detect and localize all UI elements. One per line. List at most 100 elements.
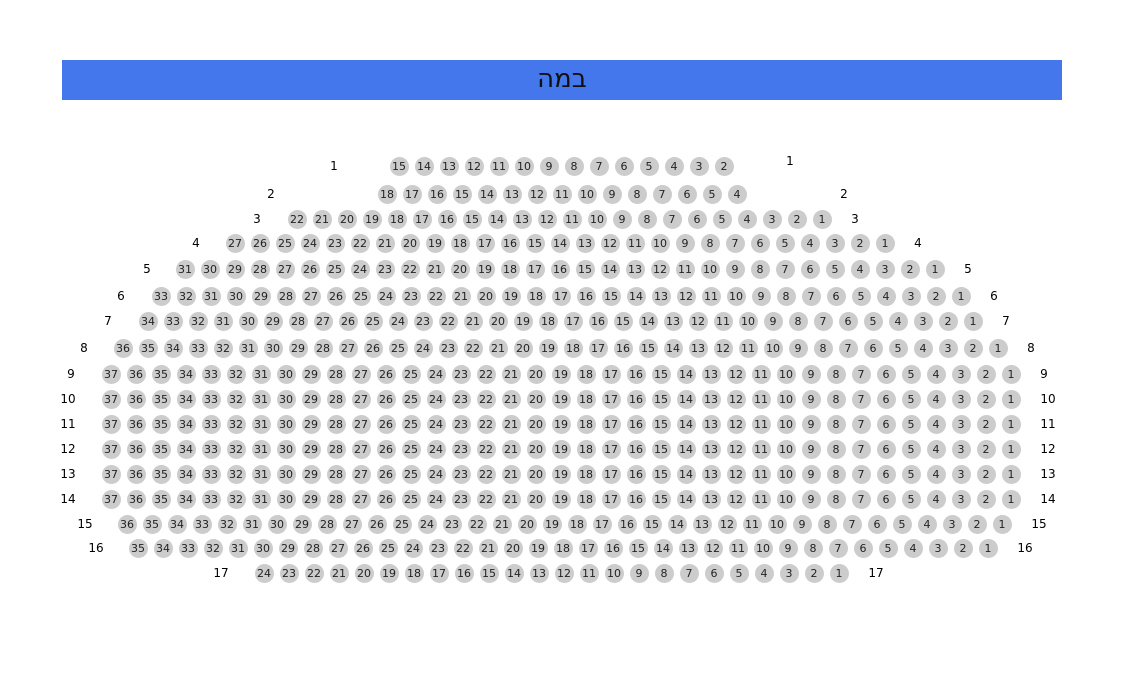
seat[interactable]: 26 — [376, 364, 396, 384]
seat[interactable]: 22 — [476, 414, 496, 434]
seat[interactable]: 20 — [517, 514, 537, 534]
seat[interactable]: 13 — [625, 259, 645, 279]
seat[interactable]: 14 — [676, 489, 696, 509]
seat[interactable]: 23 — [451, 414, 471, 434]
seat[interactable]: 23 — [375, 259, 395, 279]
seat[interactable]: 11 — [562, 209, 582, 229]
seat[interactable]: 27 — [225, 233, 245, 253]
seat[interactable]: 17 — [601, 464, 621, 484]
seat[interactable]: 33 — [151, 286, 171, 306]
seat[interactable]: 10 — [767, 514, 787, 534]
seat[interactable]: 7 — [652, 184, 672, 204]
seat[interactable]: 17 — [551, 286, 571, 306]
seat[interactable]: 17 — [525, 259, 545, 279]
seat[interactable]: 4 — [754, 563, 774, 583]
seat[interactable]: 3 — [875, 259, 895, 279]
seat[interactable]: 2 — [926, 286, 946, 306]
seat[interactable]: 22 — [476, 364, 496, 384]
seat[interactable]: 17 — [592, 514, 612, 534]
seat[interactable]: 32 — [203, 538, 223, 558]
seat[interactable]: 18 — [377, 184, 397, 204]
seat[interactable]: 10 — [776, 489, 796, 509]
seat[interactable]: 3 — [951, 464, 971, 484]
seat[interactable]: 16 — [454, 563, 474, 583]
seat[interactable]: 15 — [642, 514, 662, 534]
seat[interactable]: 5 — [775, 233, 795, 253]
seat[interactable]: 2 — [976, 364, 996, 384]
seat[interactable]: 35 — [151, 439, 171, 459]
seat[interactable]: 12 — [726, 464, 746, 484]
seat[interactable]: 28 — [317, 514, 337, 534]
seat[interactable]: 1 — [1001, 389, 1021, 409]
seat[interactable]: 31 — [251, 439, 271, 459]
seat[interactable]: 12 — [726, 414, 746, 434]
seat[interactable]: 4 — [926, 389, 946, 409]
seat[interactable]: 18 — [576, 489, 596, 509]
seat[interactable]: 15 — [651, 464, 671, 484]
seat[interactable]: 13 — [701, 439, 721, 459]
seat[interactable]: 8 — [826, 389, 846, 409]
seat[interactable]: 36 — [126, 439, 146, 459]
seat[interactable]: 2 — [804, 563, 824, 583]
seat[interactable]: 32 — [226, 364, 246, 384]
seat[interactable]: 23 — [325, 233, 345, 253]
seat[interactable]: 34 — [176, 439, 196, 459]
seat[interactable]: 14 — [663, 338, 683, 358]
seat[interactable]: 7 — [838, 338, 858, 358]
seat[interactable]: 25 — [388, 338, 408, 358]
seat[interactable]: 7 — [851, 414, 871, 434]
seat[interactable]: 21 — [488, 338, 508, 358]
seat[interactable]: 3 — [825, 233, 845, 253]
seat[interactable]: 21 — [501, 489, 521, 509]
seat[interactable]: 14 — [600, 259, 620, 279]
seat[interactable]: 33 — [201, 389, 221, 409]
seat[interactable]: 8 — [776, 286, 796, 306]
seat[interactable]: 26 — [376, 439, 396, 459]
seat[interactable]: 21 — [501, 414, 521, 434]
seat[interactable]: 6 — [614, 156, 634, 176]
seat[interactable]: 26 — [326, 286, 346, 306]
seat[interactable]: 28 — [313, 338, 333, 358]
seat[interactable]: 18 — [387, 209, 407, 229]
seat[interactable]: 10 — [514, 156, 534, 176]
seat[interactable]: 19 — [551, 414, 571, 434]
seat[interactable]: 4 — [926, 414, 946, 434]
seat[interactable]: 34 — [176, 489, 196, 509]
seat[interactable]: 9 — [763, 311, 783, 331]
seat[interactable]: 28 — [326, 464, 346, 484]
seat[interactable]: 11 — [742, 514, 762, 534]
seat[interactable]: 4 — [926, 464, 946, 484]
seat[interactable]: 4 — [876, 286, 896, 306]
seat[interactable]: 20 — [476, 286, 496, 306]
seat[interactable]: 11 — [713, 311, 733, 331]
seat[interactable]: 2 — [850, 233, 870, 253]
seat[interactable]: 13 — [678, 538, 698, 558]
seat[interactable]: 14 — [667, 514, 687, 534]
seat[interactable]: 3 — [951, 414, 971, 434]
seat[interactable]: 10 — [776, 439, 796, 459]
seat[interactable]: 30 — [276, 464, 296, 484]
seat[interactable]: 5 — [729, 563, 749, 583]
seat[interactable]: 37 — [101, 489, 121, 509]
seat[interactable]: 13 — [651, 286, 671, 306]
seat[interactable]: 19 — [513, 311, 533, 331]
seat[interactable]: 30 — [253, 538, 273, 558]
seat[interactable]: 33 — [178, 538, 198, 558]
seat[interactable]: 18 — [576, 389, 596, 409]
seat[interactable]: 5 — [892, 514, 912, 534]
seat[interactable]: 16 — [626, 489, 646, 509]
seat[interactable]: 30 — [200, 259, 220, 279]
seat[interactable]: 37 — [101, 364, 121, 384]
seat[interactable]: 4 — [926, 439, 946, 459]
seat[interactable]: 19 — [501, 286, 521, 306]
seat[interactable]: 8 — [700, 233, 720, 253]
seat[interactable]: 7 — [842, 514, 862, 534]
seat[interactable]: 25 — [378, 538, 398, 558]
seat[interactable]: 31 — [213, 311, 233, 331]
seat[interactable]: 35 — [151, 389, 171, 409]
seat[interactable]: 25 — [401, 389, 421, 409]
seat[interactable]: 31 — [201, 286, 221, 306]
seat[interactable]: 30 — [276, 489, 296, 509]
seat[interactable]: 2 — [976, 414, 996, 434]
seat[interactable]: 8 — [627, 184, 647, 204]
